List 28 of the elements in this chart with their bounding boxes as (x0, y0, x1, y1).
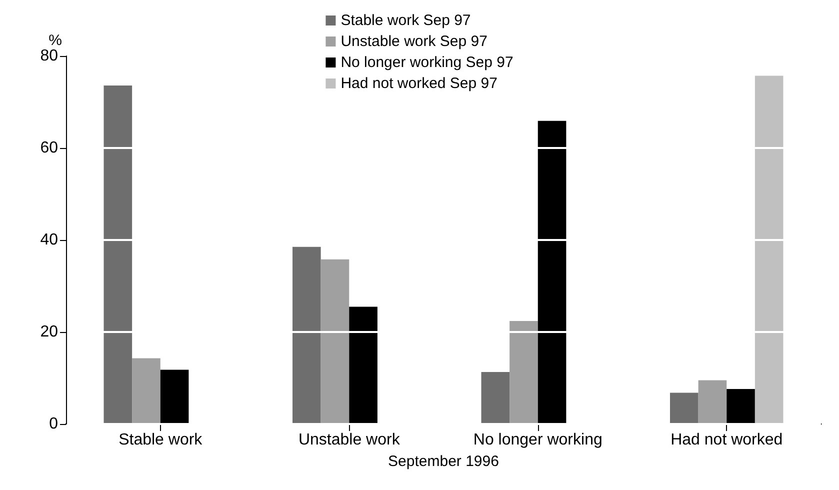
y-tick-label: 40 (40, 232, 58, 248)
legend-label: Unstable work Sep 97 (340, 33, 488, 50)
x-tick-label: Unstable work (298, 432, 401, 448)
bar (104, 85, 132, 424)
legend-label: Had not worked Sep 97 (340, 75, 498, 92)
bar (698, 380, 727, 424)
bar (538, 120, 566, 424)
bar (481, 372, 510, 424)
y-tick-label: 0 (49, 416, 58, 432)
bar (349, 306, 378, 424)
bar (754, 76, 784, 424)
bar (160, 370, 189, 424)
x-tick-label: Stable work (118, 432, 204, 448)
bar (726, 389, 755, 424)
legend-label: Stable work Sep 97 (340, 12, 471, 29)
x-tick-label: Had not worked (670, 432, 783, 448)
bar (292, 246, 321, 424)
legend-label: No longer working Sep 97 (340, 54, 514, 71)
y-tick-label: 80 (40, 48, 58, 64)
bar (510, 320, 538, 424)
y-tick-label: 60 (40, 140, 58, 156)
x-axis-title: September 1996 (388, 453, 499, 470)
bar (670, 392, 698, 424)
y-axis-title: % (48, 32, 62, 49)
bar (320, 259, 350, 424)
y-tick-label: 20 (40, 324, 58, 340)
x-tick-label: No longer working (473, 432, 602, 448)
bar (132, 358, 160, 424)
